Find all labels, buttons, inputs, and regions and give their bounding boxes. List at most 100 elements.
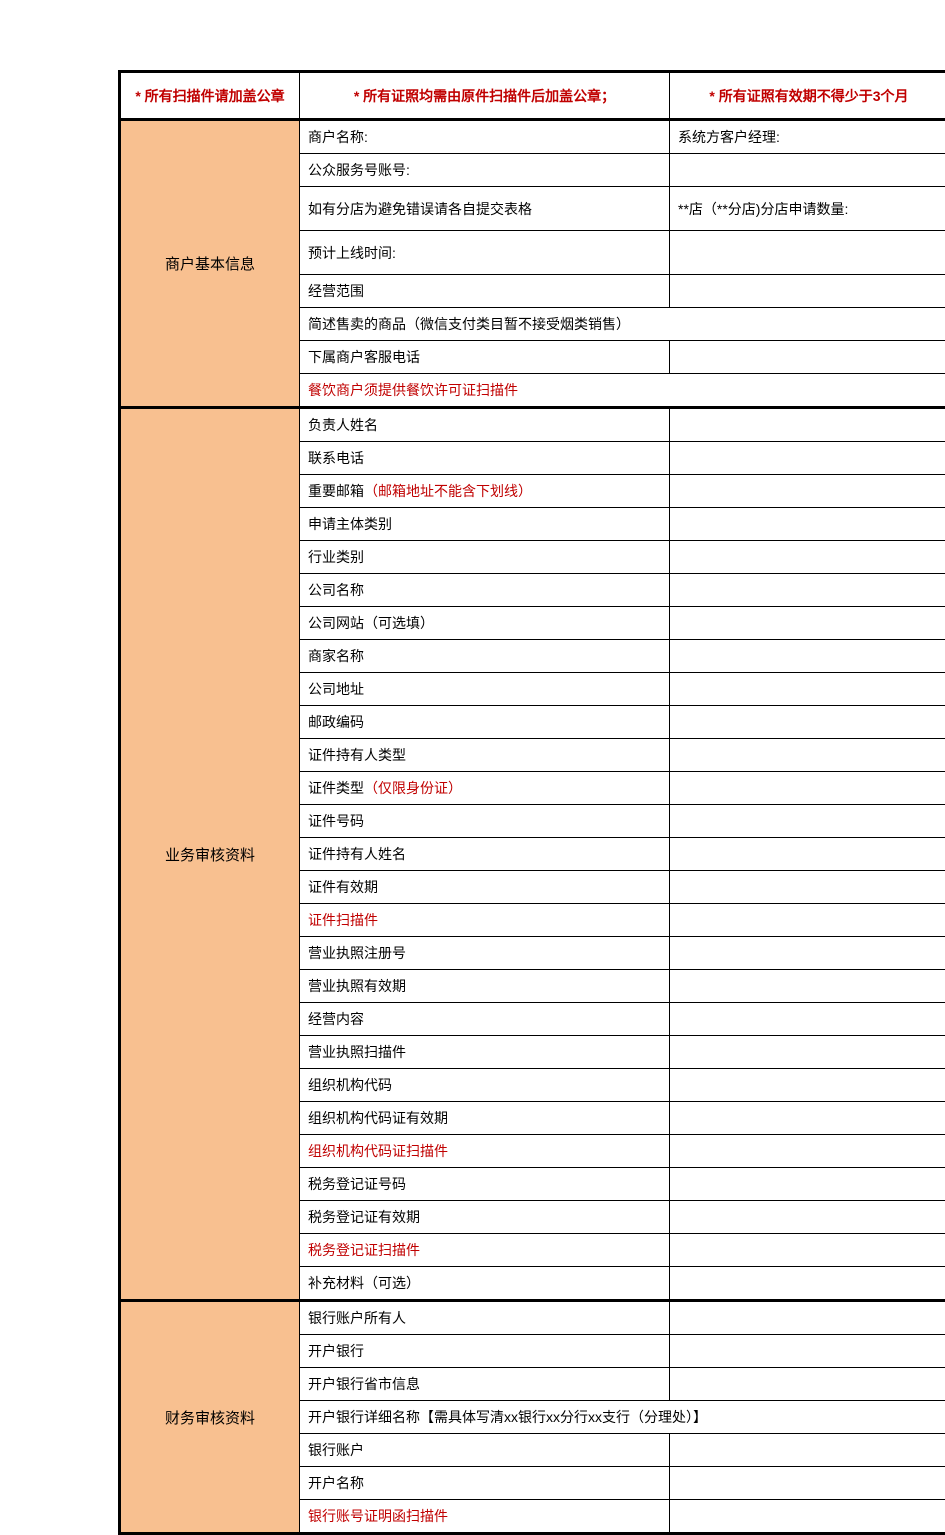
field-label-cell: 开户银行	[300, 1335, 670, 1368]
field-value-cell	[670, 574, 945, 607]
field-value-cell	[670, 937, 945, 970]
field-value-cell	[670, 640, 945, 673]
field-label: 营业执照扫描件	[308, 1044, 406, 1060]
field-label-red: （仅限身份证）	[364, 780, 462, 796]
merchant-application-table: 所有扫描件请加盖公章所有证照均需由原件扫描件后加盖公章；所有证照有效期不得少于3…	[118, 70, 945, 1535]
table-row: 财务审核资料银行账户所有人	[120, 1301, 945, 1335]
field-value-cell	[670, 838, 945, 871]
field-label-cell: 邮政编码	[300, 706, 670, 739]
field-label: 商户名称:	[308, 129, 368, 145]
field-label: 行业类别	[308, 549, 364, 565]
field-label-cell: 申请主体类别	[300, 508, 670, 541]
field-label-cell: 公司地址	[300, 673, 670, 706]
field-label: 证件有效期	[308, 879, 378, 895]
field-label: 经营范围	[308, 283, 364, 299]
field-label: 组织机构代码证扫描件	[308, 1143, 448, 1159]
field-label: 组织机构代码证有效期	[308, 1110, 448, 1126]
field-label-cell: 证件持有人姓名	[300, 838, 670, 871]
field-label-cell: 重要邮箱（邮箱地址不能含下划线）	[300, 475, 670, 508]
field-label-cell: 银行账户所有人	[300, 1301, 670, 1335]
field-value-cell	[670, 1003, 945, 1036]
field-label: 简述售卖的商品（微信支付类目暂不接受烟类销售）	[308, 316, 630, 332]
field-label: 公司名称	[308, 582, 364, 598]
field-value-cell	[670, 706, 945, 739]
field-value-cell	[670, 1135, 945, 1168]
field-label-cell: 如有分店为避免错误请各自提交表格	[300, 187, 670, 231]
field-label: 邮政编码	[308, 714, 364, 730]
field-value-cell	[670, 1467, 945, 1500]
field-label-cell: 营业执照注册号	[300, 937, 670, 970]
field-value-cell	[670, 673, 945, 706]
section-title: 商户基本信息	[165, 256, 255, 273]
field-label: 公司地址	[308, 681, 364, 697]
field-label-cell: 经营范围	[300, 275, 670, 308]
field-value-cell	[670, 475, 945, 508]
field-label-cell: 开户名称	[300, 1467, 670, 1500]
field-value-cell	[670, 1301, 945, 1335]
field-label-cell: 组织机构代码	[300, 1069, 670, 1102]
field-value-cell	[670, 508, 945, 541]
field-value-cell	[670, 1434, 945, 1467]
field-label-cell: 组织机构代码证有效期	[300, 1102, 670, 1135]
field-value-cell	[670, 1201, 945, 1234]
field-value-cell	[670, 442, 945, 475]
section-title-cell: 业务审核资料	[120, 408, 300, 1301]
field-label-cell: 证件有效期	[300, 871, 670, 904]
field-label-cell: 营业执照扫描件	[300, 1036, 670, 1069]
field-label-cell: 商家名称	[300, 640, 670, 673]
field-label-cell: 简述售卖的商品（微信支付类目暂不接受烟类销售）	[300, 308, 945, 341]
field-value-cell	[670, 871, 945, 904]
field-label: 餐饮商户须提供餐饮许可证扫描件	[308, 382, 518, 398]
field-label: 证件扫描件	[308, 912, 378, 928]
field-label-cell: 税务登记证号码	[300, 1168, 670, 1201]
field-label: 组织机构代码	[308, 1077, 392, 1093]
field-label-cell: 证件类型（仅限身份证）	[300, 772, 670, 805]
field-label: 申请主体类别	[308, 516, 392, 532]
field-label-cell: 营业执照有效期	[300, 970, 670, 1003]
field-value: 系统方客户经理:	[678, 129, 780, 145]
field-value-cell	[670, 772, 945, 805]
field-value-cell	[670, 970, 945, 1003]
field-value-cell	[670, 1069, 945, 1102]
field-label-cell: 公司名称	[300, 574, 670, 607]
field-label: 营业执照注册号	[308, 945, 406, 961]
field-label: 开户银行	[308, 1343, 364, 1359]
field-label-red: （邮箱地址不能含下划线）	[364, 483, 532, 499]
field-label-cell: 证件扫描件	[300, 904, 670, 937]
header-text-1: 所有扫描件请加盖公章	[135, 88, 284, 104]
field-value-cell	[670, 1368, 945, 1401]
header-cell-1: 所有扫描件请加盖公章	[120, 72, 300, 120]
field-value-cell	[670, 1168, 945, 1201]
field-value-cell	[670, 408, 945, 442]
field-label-cell: 餐饮商户须提供餐饮许可证扫描件	[300, 374, 945, 408]
field-label-cell: 开户银行省市信息	[300, 1368, 670, 1401]
field-label-cell: 银行账号证明函扫描件	[300, 1500, 670, 1534]
header-cell-3: 所有证照有效期不得少于3个月	[670, 72, 945, 120]
field-label-cell: 公众服务号账号:	[300, 154, 670, 187]
header-text-3: 所有证照有效期不得少于3个月	[709, 88, 908, 104]
header-row: 所有扫描件请加盖公章所有证照均需由原件扫描件后加盖公章；所有证照有效期不得少于3…	[120, 72, 945, 120]
section-title-cell: 财务审核资料	[120, 1301, 300, 1534]
field-label: 税务登记证号码	[308, 1176, 406, 1192]
field-label: 银行账户所有人	[308, 1310, 406, 1326]
field-value-cell	[670, 154, 945, 187]
field-label-cell: 组织机构代码证扫描件	[300, 1135, 670, 1168]
field-value-cell	[670, 1335, 945, 1368]
field-label: 银行账号证明函扫描件	[308, 1508, 448, 1524]
field-label: 负责人姓名	[308, 417, 378, 433]
field-label-cell: 经营内容	[300, 1003, 670, 1036]
field-value-cell	[670, 341, 945, 374]
field-value-cell: 系统方客户经理:	[670, 120, 945, 154]
field-label-cell: 证件号码	[300, 805, 670, 838]
field-value-cell	[670, 739, 945, 772]
field-value-cell	[670, 1234, 945, 1267]
field-label-cell: 联系电话	[300, 442, 670, 475]
field-label: 经营内容	[308, 1011, 364, 1027]
field-value-cell	[670, 1267, 945, 1301]
table-row: 业务审核资料负责人姓名	[120, 408, 945, 442]
field-label: 公众服务号账号:	[308, 162, 410, 178]
field-label: 证件号码	[308, 813, 364, 829]
field-label: 开户银行详细名称【需具体写清xx银行xx分行xx支行（分理处）】	[308, 1409, 707, 1425]
field-label: 证件持有人类型	[308, 747, 406, 763]
field-label: 商家名称	[308, 648, 364, 664]
